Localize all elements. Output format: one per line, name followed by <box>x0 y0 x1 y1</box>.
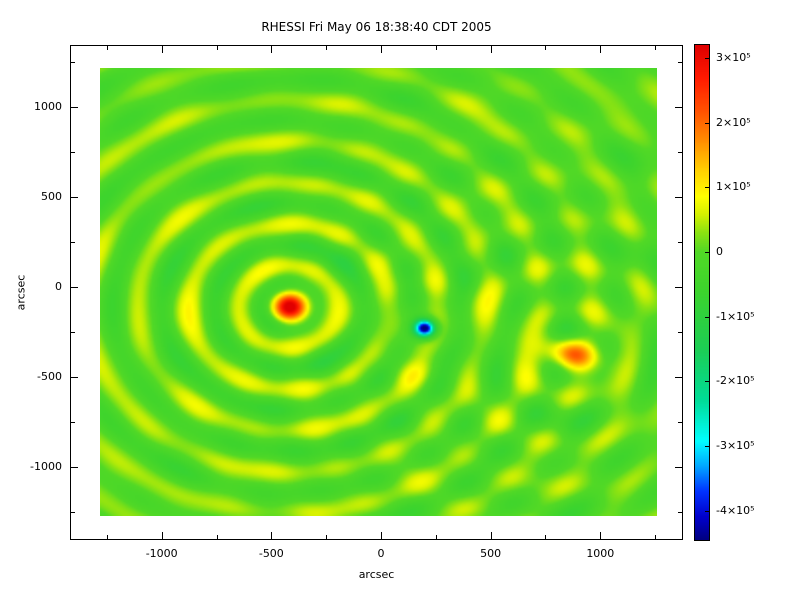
colorbar-tick-label: -2×10⁵ <box>716 374 755 388</box>
colorbar-tick-mark <box>705 187 709 189</box>
x-tick-mark <box>490 46 492 53</box>
y-tick-mark <box>675 106 682 108</box>
y-tick-mark <box>675 286 682 288</box>
colorbar-tick-mark <box>705 57 709 59</box>
colorbar-frame <box>694 44 710 541</box>
x-minor-tick-mark <box>216 46 218 50</box>
x-minor-tick-mark <box>655 535 657 539</box>
y-minor-tick-mark <box>678 421 682 423</box>
y-minor-tick-mark <box>678 241 682 243</box>
x-tick-label: 0 <box>377 547 385 560</box>
x-tick-mark <box>380 532 382 539</box>
colorbar-tick-label: 2×10⁵ <box>716 115 751 129</box>
x-tick-mark <box>271 532 273 539</box>
x-minor-tick-mark <box>326 535 328 539</box>
y-tick-mark <box>71 106 78 108</box>
x-tick-label: 1000 <box>586 547 615 560</box>
x-minor-tick-mark <box>435 535 437 539</box>
x-tick-mark <box>161 532 163 539</box>
colorbar-tick-label: 0 <box>716 245 723 259</box>
x-tick-mark <box>600 46 602 53</box>
y-minor-tick-mark <box>71 421 75 423</box>
heatmap-image <box>100 68 657 516</box>
x-minor-tick-mark <box>545 535 547 539</box>
x-minor-tick-mark <box>106 46 108 50</box>
y-tick-mark <box>71 286 78 288</box>
y-tick-mark <box>71 376 78 378</box>
y-tick-mark <box>675 466 682 468</box>
x-tick-label: -500 <box>258 547 284 560</box>
colorbar-tick-label: -1×10⁵ <box>716 309 755 323</box>
x-axis-label: arcsec <box>358 568 395 581</box>
colorbar-tick-label: 1×10⁵ <box>716 180 751 194</box>
x-tick-mark <box>600 532 602 539</box>
y-tick-label: -500 <box>37 369 62 383</box>
colorbar-tick-mark <box>705 381 709 383</box>
y-minor-tick-mark <box>71 241 75 243</box>
x-minor-tick-mark <box>545 46 547 50</box>
colorbar-tick-label: -3×10⁵ <box>716 439 755 453</box>
colorbar-gradient <box>695 45 709 540</box>
x-tick-mark <box>161 46 163 53</box>
y-minor-tick-mark <box>678 511 682 513</box>
x-tick-mark <box>490 532 492 539</box>
plot-title: RHESSI Fri May 06 18:38:40 CDT 2005 <box>261 20 492 34</box>
colorbar-tick-label: -4×10⁵ <box>716 503 755 517</box>
y-tick-mark <box>675 196 682 198</box>
y-minor-tick-mark <box>71 61 75 63</box>
axes-frame <box>70 45 683 540</box>
x-tick-mark <box>271 46 273 53</box>
colorbar-tick-mark <box>705 446 709 448</box>
y-tick-mark <box>675 376 682 378</box>
x-tick-mark <box>380 46 382 53</box>
colorbar-tick-mark <box>705 510 709 512</box>
x-minor-tick-mark <box>106 535 108 539</box>
y-tick-label: 0 <box>55 279 62 293</box>
y-minor-tick-mark <box>678 61 682 63</box>
y-minor-tick-mark <box>71 331 75 333</box>
y-tick-mark <box>71 466 78 468</box>
y-tick-label: 500 <box>41 189 62 203</box>
x-minor-tick-mark <box>326 46 328 50</box>
y-tick-label: -1000 <box>30 459 62 473</box>
x-minor-tick-mark <box>655 46 657 50</box>
colorbar-tick-label: 3×10⁵ <box>716 50 751 64</box>
y-tick-mark <box>71 196 78 198</box>
y-tick-label: 1000 <box>34 99 62 113</box>
y-minor-tick-mark <box>71 511 75 513</box>
colorbar-tick-mark <box>705 252 709 254</box>
y-minor-tick-mark <box>678 331 682 333</box>
y-minor-tick-mark <box>71 151 75 153</box>
y-minor-tick-mark <box>678 151 682 153</box>
colorbar-tick-mark <box>705 122 709 124</box>
x-minor-tick-mark <box>435 46 437 50</box>
x-tick-label: 500 <box>480 547 502 560</box>
x-tick-label: -1000 <box>145 547 178 560</box>
x-minor-tick-mark <box>216 535 218 539</box>
colorbar-tick-mark <box>705 316 709 318</box>
